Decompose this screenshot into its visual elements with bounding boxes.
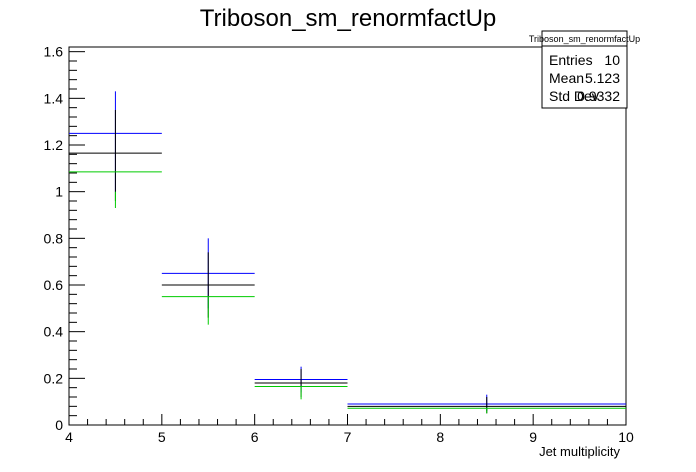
- stats-label-std-dev: Std Dev: [549, 88, 599, 104]
- x-tick-label: 7: [344, 429, 352, 445]
- y-tick-label: 0.2: [44, 370, 64, 386]
- axis-ticks: 4 5 6 7 8 9 10 0 0.2 0.4 0.6 0.8 1 1.2 1.4 1.6: [44, 44, 634, 445]
- x-tick-label: 5: [158, 429, 166, 445]
- y-tick-label: 0.8: [44, 230, 64, 246]
- y-tick-label: 1.6: [44, 44, 64, 60]
- y-tick-label: 0.6: [44, 277, 64, 293]
- stats-value-std-dev: 0.9332: [577, 88, 620, 104]
- y-tick-label: 0.4: [44, 324, 64, 340]
- x-tick-label: 10: [618, 429, 634, 445]
- series-2: [69, 171, 626, 414]
- series-1: [69, 110, 626, 414]
- x-tick-label: 6: [251, 429, 259, 445]
- x-tick-label: 4: [65, 429, 73, 445]
- x-axis-title: Jet multiplicity: [539, 444, 620, 459]
- series-0: [69, 91, 626, 411]
- stats-value-mean: 5.123: [585, 70, 620, 86]
- x-tick-label: 8: [436, 429, 444, 445]
- stats-box-title: Triboson_sm_renormfactUp: [529, 34, 640, 44]
- y-tick-label: 0: [55, 417, 63, 433]
- data-series: [69, 91, 626, 414]
- y-tick-label: 1.2: [44, 137, 64, 153]
- stats-box: Triboson_sm_renormfactUp Entries 10 Mean…: [529, 30, 640, 109]
- chart-title: Triboson_sm_renormfactUp: [200, 5, 497, 32]
- y-tick-label: 1: [55, 184, 63, 200]
- stats-label-entries: Entries: [549, 52, 593, 68]
- stats-value-entries: 10: [604, 52, 620, 68]
- stats-label-mean: Mean: [549, 70, 584, 86]
- stats-box-frame: [541, 30, 628, 109]
- x-tick-label: 9: [529, 429, 537, 445]
- y-tick-label: 1.4: [44, 90, 64, 106]
